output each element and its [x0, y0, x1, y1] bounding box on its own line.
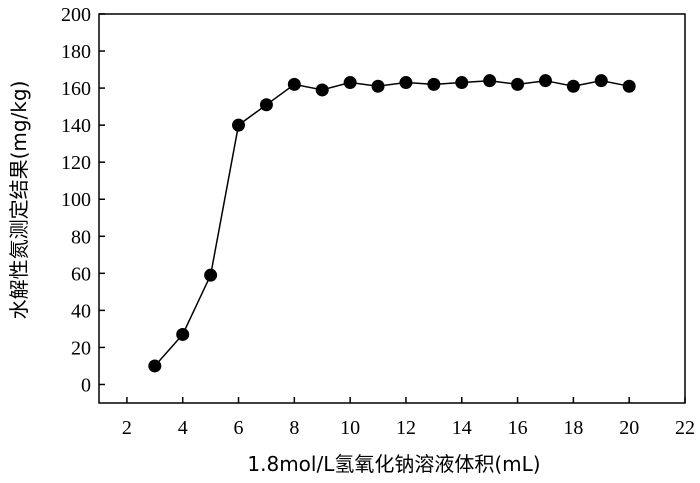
- x-tick-label: 6: [234, 417, 244, 439]
- data-point: [483, 74, 497, 88]
- data-point: [371, 79, 385, 93]
- axes: [98, 13, 686, 404]
- y-tick-label: 40: [71, 300, 91, 322]
- y-tick-label: 120: [61, 152, 91, 174]
- data-point: [538, 74, 552, 88]
- y-tick-label: 140: [61, 115, 91, 137]
- data-point: [176, 327, 190, 341]
- data-point: [399, 76, 413, 90]
- data-point: [427, 77, 441, 91]
- data-point: [204, 268, 218, 282]
- x-tick-label: 14: [452, 417, 472, 439]
- data-point: [566, 79, 580, 93]
- data-point: [343, 76, 357, 90]
- x-tick-label: 2: [122, 417, 132, 439]
- data-point: [594, 74, 608, 88]
- ticks: 0 20 40 60 80 100 120 140 160 180 200 2 4 6 8 10 12 14 16 1…: [61, 4, 695, 439]
- y-tick-label: 80: [71, 226, 91, 248]
- x-tick-label: 22: [675, 417, 695, 439]
- y-tick-label: 200: [61, 4, 91, 26]
- x-tick-label: 8: [289, 417, 299, 439]
- x-tick-label: 20: [619, 417, 639, 439]
- data-point: [315, 83, 329, 97]
- y-tick-label: 160: [61, 78, 91, 100]
- series-line: [154, 79, 630, 367]
- x-tick-label: 10: [340, 417, 360, 439]
- data-point: [511, 77, 525, 91]
- plot-frame: [98, 13, 686, 404]
- data-point: [232, 118, 246, 132]
- x-tick-label: 18: [563, 417, 583, 439]
- y-axis-title: 水解性氮测定结果(mg/kg): [7, 81, 31, 320]
- y-tick-label: 20: [71, 337, 91, 359]
- y-tick-label: 180: [61, 41, 91, 63]
- data-point: [287, 77, 301, 91]
- y-tick-label: 100: [61, 189, 91, 211]
- data-point: [148, 359, 162, 373]
- data-point: [455, 76, 469, 90]
- data-point: [259, 98, 273, 112]
- x-tick-label: 16: [508, 417, 528, 439]
- x-tick-label: 4: [178, 417, 188, 439]
- plot-area: [148, 74, 636, 373]
- data-point: [622, 79, 636, 93]
- y-tick-label: 0: [81, 374, 91, 396]
- x-axis-title: 1.8mol/L氢氧化钠溶液体积(mL): [247, 452, 540, 476]
- x-tick-label: 12: [396, 417, 416, 439]
- y-tick-label: 60: [71, 263, 91, 285]
